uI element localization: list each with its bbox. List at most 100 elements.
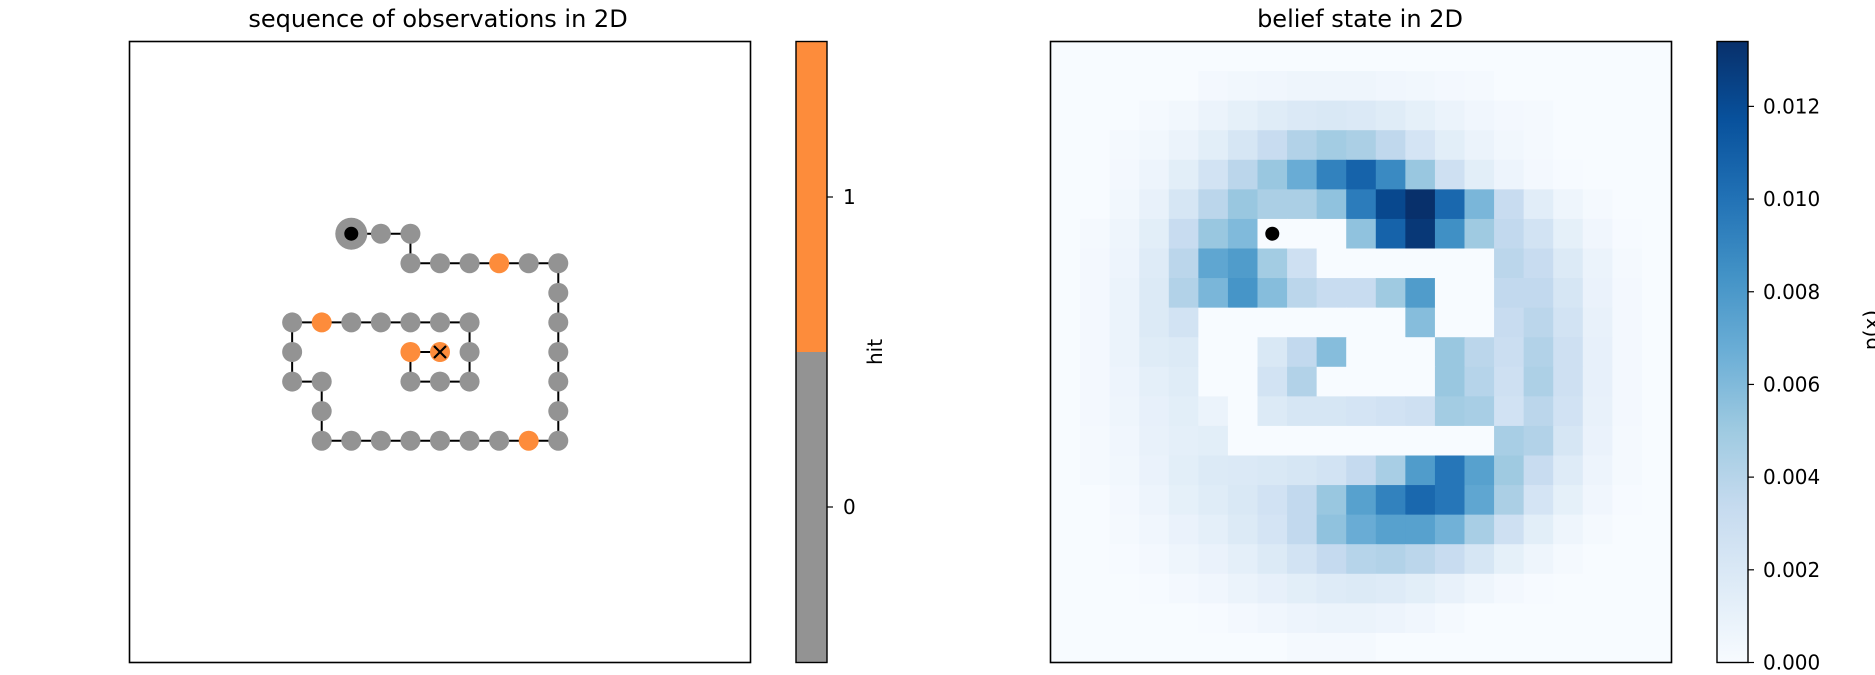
heatmap-cell: [1553, 189, 1584, 220]
heatmap-cell: [1582, 396, 1613, 427]
probability-colorbar-tick-label: 0.010: [1763, 187, 1820, 211]
heatmap-cell: [1582, 425, 1613, 457]
heatmap-cell: [1553, 130, 1584, 161]
heatmap-cell: [1227, 366, 1259, 397]
heatmap-cell: [1375, 603, 1406, 634]
observation-point: [489, 430, 510, 451]
heatmap-cell: [1257, 425, 1288, 457]
heatmap-cell: [1198, 455, 1229, 486]
heatmap-cell: [1287, 396, 1318, 427]
heatmap-cell: [1227, 248, 1259, 279]
heatmap-cell: [1316, 41, 1347, 72]
heatmap-cell: [1287, 514, 1318, 545]
heatmap-cell: [1346, 248, 1377, 279]
heatmap-cell: [1641, 218, 1673, 250]
heatmap-cell: [1464, 632, 1495, 664]
heatmap-cell: [1523, 366, 1554, 397]
heatmap-cell: [1641, 189, 1673, 220]
heatmap-cell: [1612, 603, 1643, 634]
heatmap-cell: [1434, 41, 1466, 72]
heatmap-cell: [1553, 248, 1584, 279]
observation-point: [548, 371, 569, 392]
heatmap-cell: [1434, 603, 1466, 634]
heatmap-cell: [1434, 366, 1466, 397]
heatmap-cell: [1464, 278, 1495, 309]
heatmap-cell: [1612, 159, 1643, 190]
heatmap-cell: [1050, 544, 1081, 575]
heatmap-cell: [1612, 514, 1643, 545]
heatmap-cell: [1198, 485, 1229, 516]
heatmap-cell: [1641, 278, 1673, 309]
heatmap-cell: [1582, 130, 1613, 161]
obs-plot-frame: [128, 40, 752, 664]
probability-colorbar-tick-label: 0.008: [1763, 280, 1820, 304]
heatmap-cell: [1612, 573, 1643, 604]
heatmap-cell: [1346, 218, 1377, 250]
observation-point: [548, 342, 569, 362]
heatmap-cell: [1612, 71, 1643, 102]
heatmap-cell: [1050, 485, 1081, 516]
heatmap-cell: [1612, 396, 1643, 427]
end-marker: [433, 345, 447, 359]
heatmap-cell: [1641, 485, 1673, 516]
heatmap-cell: [1464, 396, 1495, 427]
heatmap-cell: [1464, 71, 1495, 102]
heatmap-cell: [1227, 130, 1259, 161]
heatmap-cell: [1553, 396, 1584, 427]
heatmap-cell: [1168, 41, 1199, 72]
heatmap-cell: [1464, 130, 1495, 161]
heatmap-cell: [1139, 218, 1170, 250]
heatmap-cell: [1582, 485, 1613, 516]
heatmap-cell: [1346, 514, 1377, 545]
heatmap-cell: [1582, 514, 1613, 545]
heatmap-cell: [1109, 278, 1140, 309]
heatmap-cell: [1139, 485, 1170, 516]
heatmap-cell: [1434, 455, 1466, 486]
heatmap-cell: [1375, 425, 1406, 457]
heatmap-cell: [1316, 632, 1347, 664]
hit-colorbar-frame: [795, 40, 828, 664]
heatmap-cell: [1582, 278, 1613, 309]
heatmap-cell: [1257, 159, 1288, 190]
observation-point: [400, 371, 421, 392]
heatmap-cell: [1346, 632, 1377, 664]
heatmap-cell: [1641, 544, 1673, 575]
heatmap-cell: [1612, 100, 1643, 131]
heatmap-cell: [1405, 100, 1436, 131]
heatmap-cell: [1582, 455, 1613, 486]
heatmap-cell: [1346, 366, 1377, 397]
heatmap-cell: [1346, 573, 1377, 604]
heatmap-cell: [1641, 632, 1673, 664]
heatmap-cell: [1523, 100, 1554, 131]
heatmap-cell: [1287, 573, 1318, 604]
heatmap-cell: [1168, 307, 1199, 338]
heatmap-cell: [1346, 337, 1377, 368]
heatmap-cell: [1405, 248, 1436, 279]
heatmap-cell: [1641, 366, 1673, 397]
heatmap-cell: [1346, 425, 1377, 457]
heatmap-cell: [1523, 425, 1554, 457]
hit-colorbar-label: hit: [863, 339, 887, 365]
heatmap-cell: [1641, 71, 1673, 102]
heatmap-cell: [1287, 485, 1318, 516]
heatmap-cell: [1257, 603, 1288, 634]
heatmap-cell: [1227, 159, 1259, 190]
heatmap-cell: [1523, 514, 1554, 545]
heatmap-cell: [1375, 218, 1406, 250]
heatmap-cell: [1612, 278, 1643, 309]
heatmap-cell: [1316, 366, 1347, 397]
heatmap-cell: [1198, 100, 1229, 131]
heatmap-cell: [1109, 248, 1140, 279]
heatmap-cell: [1050, 218, 1081, 250]
heatmap-cell: [1553, 366, 1584, 397]
heatmap-cell: [1553, 100, 1584, 131]
heatmap-cell: [1346, 159, 1377, 190]
observation-point: [341, 312, 362, 333]
heatmap-cell: [1612, 544, 1643, 575]
heatmap-cell: [1375, 337, 1406, 368]
heatmap-cell: [1316, 248, 1347, 279]
heatmap-cell: [1287, 159, 1318, 190]
heatmap-cell: [1582, 41, 1613, 72]
heatmap-cell: [1523, 307, 1554, 338]
